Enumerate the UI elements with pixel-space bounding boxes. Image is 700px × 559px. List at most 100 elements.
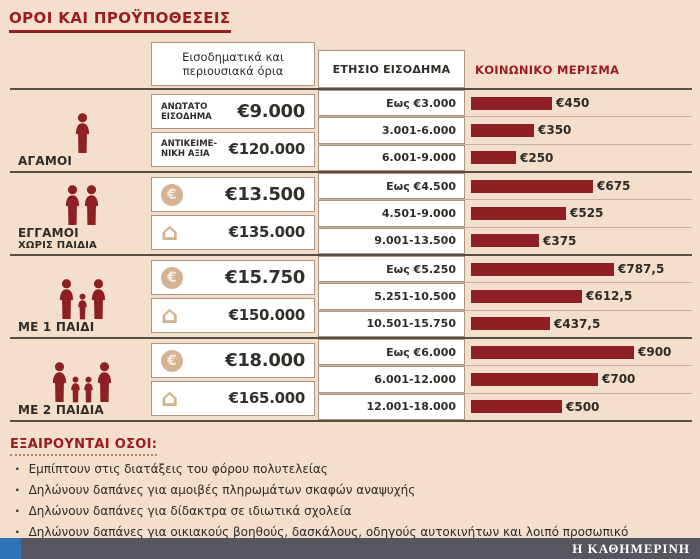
dividend-column-header: ΚΟΙΝΩΝΙΚΟ ΜΕΡΙΣΜΑ <box>475 63 620 77</box>
income-bracket: 10.501-15.750 <box>318 310 465 337</box>
rate-row: 5.251-10.500 €612,5 <box>318 283 692 311</box>
limits-column-header: Εισοδηματικά και περιουσιακά όρια <box>151 42 315 86</box>
rate-row: 10.501-15.750 €437,5 <box>318 310 692 337</box>
house-icon: ⌂ <box>161 384 179 413</box>
rates-cell: Εως €5.250 €787,5 5.251-10.500 €612,5 10… <box>318 256 692 337</box>
exclusion-text: Δηλώνουν δαπάνες για αμοιβές πληρωμάτων … <box>28 483 416 497</box>
dividend-bar <box>471 400 562 414</box>
house-icon: ⌂ <box>161 301 179 330</box>
rate-row: 6.001-12.000 €700 <box>318 366 692 394</box>
dividend-bar-area: €437,5 <box>465 311 692 337</box>
category-sublabel: ΧΩΡΙΣ ΠΑΙΔΙΑ <box>18 240 98 251</box>
category-band-one-child: ΜΕ 1 ΠΑΙΔΙ € €15.750 ⌂ €150.000 Εως €5.2… <box>10 254 692 337</box>
property-limit-box: ⌂ €135.000 <box>151 214 315 250</box>
dividend-amount: €675 <box>597 179 631 194</box>
header-spacer <box>10 40 148 88</box>
limits-cell: € €13.500 ⌂ €135.000 <box>148 173 318 254</box>
category-cell: ΑΓΑΜΟΙ <box>10 90 148 171</box>
income-bracket: 6.001-9.000 <box>318 144 465 171</box>
dividend-bar <box>471 151 516 165</box>
category-label: ΑΓΑΜΟΙ <box>18 154 73 168</box>
income-limit-value: €18.000 <box>225 350 305 372</box>
dividend-bar-area: €787,5 <box>465 256 692 282</box>
dividend-amount: €612,5 <box>586 289 633 304</box>
exclusions-title: ΕΞΑΙΡΟΥΝΤΑΙ ΟΣΟΙ: <box>10 437 158 456</box>
income-bracket: 12.001-18.000 <box>318 393 465 420</box>
dividend-bar <box>471 123 534 137</box>
dividend-amount: €375 <box>543 233 577 248</box>
dividend-bar <box>471 317 550 331</box>
income-bracket: Εως €6.000 <box>318 339 465 366</box>
income-bracket: Εως €3.000 <box>318 90 465 117</box>
family-one-child-icon <box>18 259 146 320</box>
criteria-table: Εισοδηματικά και περιουσιακά όρια ΕΤΗΣΙΟ… <box>10 40 692 422</box>
euro-glyph: € <box>167 269 177 286</box>
euro-coin-icon: € <box>161 183 183 206</box>
income-bracket: Εως €4.500 <box>318 173 465 200</box>
dividend-bar-area: €500 <box>465 394 692 420</box>
family-two-children-icon <box>18 342 146 403</box>
dividend-bar <box>471 289 582 303</box>
euro-coin-icon: € <box>161 349 183 372</box>
annual-income-column-header: ΕΤΗΣΙΟ ΕΙΣΟΔΗΜΑ <box>318 50 465 88</box>
exclusions-list: · Εμπίπτουν στις διατάξεις του φόρου πολ… <box>10 462 690 540</box>
dividend-amount: €900 <box>638 345 672 360</box>
dividend-amount: €437,5 <box>554 316 601 331</box>
limits-cell: € €15.750 ⌂ €150.000 <box>148 256 318 337</box>
exclusion-text: Δηλώνουν δαπάνες για οικιακούς βοηθούς, … <box>28 525 629 539</box>
limits-cell: ΑΝΩΤΑΤΟ ΕΙΣΟΔΗΜΑ €9.000 ΑΝΤΙΚΕΙΜΕ- ΝΙΚΗ … <box>148 90 318 171</box>
category-band-two-children: ΜΕ 2 ΠΑΙΔΙΑ € €18.000 ⌂ €165.000 Εως €6.… <box>10 337 692 422</box>
income-bracket: 5.251-10.500 <box>318 283 465 310</box>
house-icon: ⌂ <box>161 218 179 247</box>
rate-row: Εως €6.000 €900 <box>318 339 692 367</box>
category-band-married-no-children: ΕΓΓΑΜΟΙ ΧΩΡΙΣ ΠΑΙΔΙΑ € €13.500 ⌂ €135.00… <box>10 171 692 254</box>
dividend-bar-area: €900 <box>465 339 692 365</box>
dividend-bar-area: €250 <box>465 145 692 171</box>
euro-glyph: € <box>167 352 177 369</box>
rate-row: 6.001-9.000 €250 <box>318 144 692 171</box>
income-bracket: 6.001-12.000 <box>318 366 465 393</box>
property-limit-value: €150.000 <box>228 306 306 325</box>
rate-row: Εως €3.000 €450 <box>318 90 692 118</box>
list-item: · Εμπίπτουν στις διατάξεις του φόρου πολ… <box>10 462 690 477</box>
income-limit-box: ΑΝΩΤΑΤΟ ΕΙΣΟΔΗΜΑ €9.000 <box>151 94 315 130</box>
income-bracket: 3.001-6.000 <box>318 117 465 144</box>
income-bracket: 4.501-9.000 <box>318 200 465 227</box>
source-logo: Η ΚΑΘΗΜΕΡΙΝΗ <box>572 540 690 556</box>
property-limit-value: €120.000 <box>228 140 306 159</box>
bullet-icon: · <box>15 483 20 497</box>
table-header-row: Εισοδηματικά και περιουσιακά όρια ΕΤΗΣΙΟ… <box>10 40 692 88</box>
dividend-bar-area: €350 <box>465 117 692 143</box>
rate-row: 9.001-13.500 €375 <box>318 227 692 254</box>
dividend-bar-area: €525 <box>465 200 692 226</box>
exclusion-text: Εμπίπτουν στις διατάξεις του φόρου πολυτ… <box>28 462 328 476</box>
property-limit-label: ΑΝΤΙΚΕΙΜΕ- ΝΙΚΗ ΑΞΙΑ <box>161 138 218 160</box>
list-item: · Δηλώνουν δαπάνες για αμοιβές πληρωμάτω… <box>10 483 690 498</box>
dividend-amount: €250 <box>520 150 554 165</box>
footer-bar: Η ΚΑΘΗΜΕΡΙΝΗ <box>0 538 700 559</box>
income-bracket: Εως €5.250 <box>318 256 465 283</box>
dividend-bar <box>471 179 593 193</box>
category-cell: ΜΕ 2 ΠΑΙΔΙΑ <box>10 339 148 420</box>
publisher-logo-square <box>0 538 21 559</box>
exclusions-section: ΕΞΑΙΡΟΥΝΤΑΙ ΟΣΟΙ: · Εμπίπτουν στις διατά… <box>10 433 690 540</box>
dividend-amount: €787,5 <box>618 262 665 277</box>
category-label: ΕΓΓΑΜΟΙ <box>18 226 79 240</box>
income-limit-box: € €18.000 <box>151 343 315 379</box>
property-limit-box: ⌂ €165.000 <box>151 380 315 416</box>
dividend-bar-area: €700 <box>465 366 692 392</box>
property-limit-box: ⌂ €150.000 <box>151 297 315 333</box>
income-limit-box: € €13.500 <box>151 177 315 213</box>
dividend-amount: €700 <box>602 372 636 387</box>
property-limit-box: ΑΝΤΙΚΕΙΜΕ- ΝΙΚΗ ΑΞΙΑ €120.000 <box>151 131 315 167</box>
single-person-icon <box>18 93 146 154</box>
exclusion-text: Δηλώνουν δαπάνες για δίδακτρα σε ιδιωτικ… <box>28 504 352 518</box>
page-title: ΟΡΟΙ ΚΑΙ ΠΡΟΫΠΟΘΕΣΕΙΣ <box>9 9 231 33</box>
dividend-bar <box>471 345 634 359</box>
dividend-bar <box>471 262 614 276</box>
rate-row: 4.501-9.000 €525 <box>318 200 692 228</box>
dividend-bar-area: €375 <box>465 228 692 254</box>
bullet-icon: · <box>15 462 20 476</box>
category-cell: ΜΕ 1 ΠΑΙΔΙ <box>10 256 148 337</box>
